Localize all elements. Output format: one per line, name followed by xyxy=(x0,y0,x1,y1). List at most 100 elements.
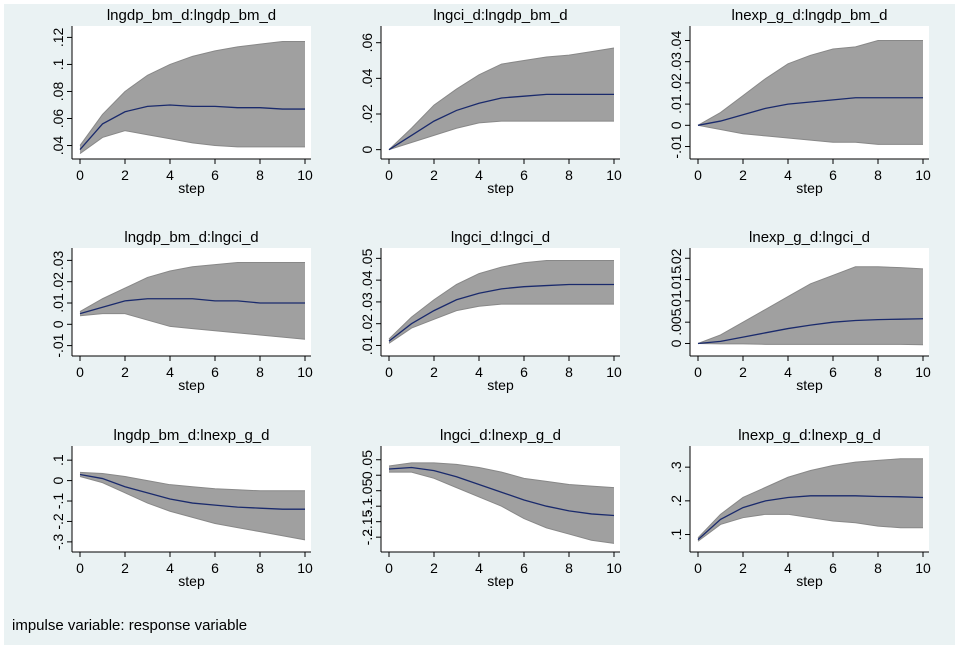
x-tick-label: 6 xyxy=(520,167,528,183)
x-tick-label: 2 xyxy=(739,167,747,183)
confidence-band xyxy=(698,266,923,345)
irf-line xyxy=(79,104,305,151)
band-upper xyxy=(697,39,923,126)
band-lower xyxy=(697,124,923,145)
confidence-band xyxy=(80,262,305,340)
y-tick-label: -.3 xyxy=(50,533,66,550)
y-tick-label: .01 xyxy=(668,94,684,114)
x-tick-label: 0 xyxy=(385,560,393,576)
band-upper xyxy=(388,47,615,151)
band-upper xyxy=(79,262,305,312)
y-tick-label: 0 xyxy=(50,476,66,484)
panel-title: lngdp_bm_d:lngci_d xyxy=(124,229,258,246)
x-tick-label: 2 xyxy=(430,364,438,380)
irf-line xyxy=(79,473,305,510)
x-tick-label: 2 xyxy=(430,560,438,576)
y-tick-label: .03 xyxy=(668,52,684,72)
x-tick-label: 8 xyxy=(874,167,882,183)
x-tick-label: 4 xyxy=(784,560,792,576)
x-tick-label: 10 xyxy=(915,167,931,183)
y-tick-label: .02 xyxy=(668,248,684,268)
y-tick-label: .1 xyxy=(50,58,66,70)
x-tick-label: 2 xyxy=(739,560,747,576)
x-tick-label: 10 xyxy=(297,364,313,380)
x-axis-label: step xyxy=(178,180,205,196)
x-tick-label: 4 xyxy=(784,364,792,380)
y-tick-label: .04 xyxy=(359,68,375,88)
x-tick-label: 8 xyxy=(565,167,573,183)
band-lower xyxy=(697,513,923,542)
band-lower xyxy=(79,313,306,340)
irf-line xyxy=(697,97,923,126)
x-tick-label: 2 xyxy=(430,167,438,183)
y-tick-label: -.05 xyxy=(359,478,375,502)
panel-title: lnexp_g_d:lnexp_g_d xyxy=(738,427,881,444)
x-tick-label: 8 xyxy=(256,364,264,380)
panel-title: lngci_d:lngci_d xyxy=(451,229,550,246)
x-tick-label: 6 xyxy=(211,560,219,576)
y-tick-label: .01 xyxy=(668,291,684,311)
y-tick-label: .02 xyxy=(50,272,66,292)
y-tick-label: .01 xyxy=(359,336,375,356)
x-tick-label: 10 xyxy=(606,560,622,576)
band-lower xyxy=(388,120,614,151)
x-tick-label: 6 xyxy=(211,167,219,183)
x-tick-label: 0 xyxy=(385,364,393,380)
y-tick-label: .04 xyxy=(50,136,66,156)
y-tick-label: -.01 xyxy=(668,134,684,158)
irf-line xyxy=(388,466,615,517)
y-tick-label: .015 xyxy=(668,266,684,293)
panel-title: lngdp_bm_d:lnexp_g_d xyxy=(114,427,270,444)
x-tick-label: 4 xyxy=(166,364,174,380)
y-tick-label: .02 xyxy=(359,314,375,334)
band-upper xyxy=(388,462,615,489)
x-axis-label: step xyxy=(796,573,823,589)
y-tick-label: -.2 xyxy=(50,513,66,530)
y-tick-label: .05 xyxy=(359,450,375,470)
y-tick-label: .04 xyxy=(359,270,375,290)
x-tick-label: 10 xyxy=(915,560,931,576)
y-tick-label: 0 xyxy=(50,320,66,328)
x-tick-label: 6 xyxy=(211,364,219,380)
y-tick-label: -.2 xyxy=(359,529,375,546)
y-tick-label: .06 xyxy=(50,109,66,129)
y-tick-label: 0 xyxy=(668,339,684,347)
x-tick-label: 0 xyxy=(385,167,393,183)
panel-title: lnexp_g_d:lngdp_bm_d xyxy=(732,7,888,24)
y-tick-label: .3 xyxy=(668,461,684,473)
x-tick-label: 0 xyxy=(76,364,84,380)
x-axis-label: step xyxy=(178,573,205,589)
y-tick-label: .03 xyxy=(50,250,66,270)
y-tick-label: .02 xyxy=(359,104,375,124)
y-tick-label: 0 xyxy=(359,471,375,479)
irf-line xyxy=(697,318,924,345)
confidence-band xyxy=(80,41,305,154)
x-tick-label: 0 xyxy=(76,560,84,576)
band-upper xyxy=(388,260,614,340)
x-tick-label: 4 xyxy=(475,560,483,576)
x-tick-label: 10 xyxy=(915,364,931,380)
x-tick-label: 4 xyxy=(166,560,174,576)
y-tick-label: .06 xyxy=(359,33,375,53)
x-axis-label: step xyxy=(796,377,823,393)
panel-title: lngdp_bm_d:lngdp_bm_d xyxy=(107,7,276,24)
x-tick-label: 8 xyxy=(565,364,573,380)
x-tick-label: 0 xyxy=(694,364,702,380)
irf-line xyxy=(697,495,924,541)
x-tick-label: 0 xyxy=(76,167,84,183)
x-tick-label: 6 xyxy=(520,560,528,576)
x-tick-label: 8 xyxy=(565,560,573,576)
x-tick-label: 8 xyxy=(874,560,882,576)
y-tick-label: .005 xyxy=(668,308,684,335)
x-tick-label: 6 xyxy=(520,364,528,380)
band-lower xyxy=(79,130,305,155)
confidence-band xyxy=(698,458,923,542)
x-tick-label: 8 xyxy=(874,364,882,380)
x-tick-label: 10 xyxy=(297,167,313,183)
x-tick-label: 8 xyxy=(256,167,264,183)
x-tick-label: 2 xyxy=(739,364,747,380)
y-tick-label: .01 xyxy=(50,293,66,313)
confidence-band xyxy=(389,260,614,344)
